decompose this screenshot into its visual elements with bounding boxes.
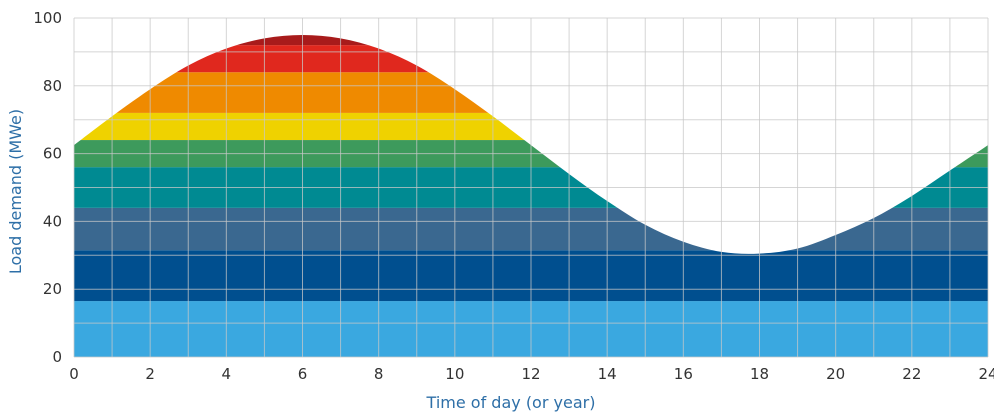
x-tick-label: 16: [674, 365, 693, 383]
x-tick-label: 20: [826, 365, 845, 383]
y-tick-label: 80: [43, 77, 62, 95]
x-tick-label: 4: [222, 365, 232, 383]
y-tick-label: 20: [43, 280, 62, 298]
x-axis-label: Time of day (or year): [426, 393, 596, 412]
x-tick-label: 22: [902, 365, 921, 383]
y-tick-label: 0: [52, 348, 62, 366]
x-tick-label: 10: [445, 365, 464, 383]
x-tick-label: 18: [750, 365, 769, 383]
x-tick-label: 2: [145, 365, 155, 383]
y-tick-label: 60: [43, 145, 62, 163]
x-tick-label: 12: [521, 365, 540, 383]
x-tick-label: 14: [598, 365, 617, 383]
y-tick-label: 100: [33, 9, 62, 27]
grid: [73, 17, 989, 358]
y-tick-label: 40: [43, 212, 62, 230]
x-tick-label: 0: [69, 365, 79, 383]
x-tick-label: 24: [978, 365, 994, 383]
y-axis-label: Load demand (MWe): [6, 109, 25, 274]
x-tick-label: 8: [374, 365, 384, 383]
x-tick-label: 6: [298, 365, 308, 383]
